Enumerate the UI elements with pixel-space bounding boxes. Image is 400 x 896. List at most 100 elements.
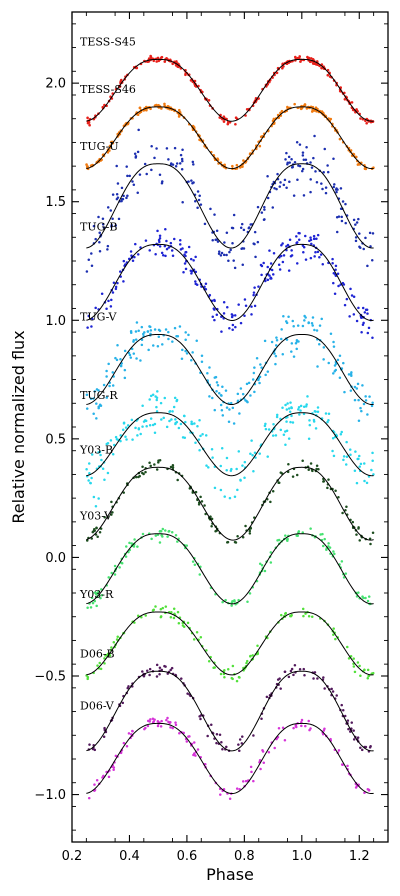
- data-point: [196, 190, 200, 193]
- data-point: [301, 607, 305, 611]
- data-point: [310, 242, 313, 246]
- data-point: [177, 108, 181, 112]
- data-point: [133, 255, 136, 259]
- data-point: [132, 545, 136, 548]
- data-point: [197, 438, 201, 441]
- data-point: [344, 572, 348, 575]
- data-point: [269, 500, 272, 504]
- data-point: [124, 555, 128, 558]
- data-point: [323, 537, 326, 541]
- data-point: [114, 287, 118, 291]
- data-point: [169, 465, 173, 469]
- data-point: [195, 339, 198, 343]
- data-point: [132, 183, 136, 186]
- data-point: [164, 228, 167, 231]
- data-point: [270, 340, 274, 344]
- data-point: [270, 277, 273, 280]
- data-point: [136, 150, 140, 154]
- data-point: [287, 315, 290, 318]
- data-point: [133, 152, 137, 156]
- data-point: [131, 259, 135, 262]
- data-point: [156, 229, 159, 233]
- data-point: [176, 478, 179, 482]
- data-point: [341, 200, 345, 203]
- data-point: [93, 748, 97, 752]
- data-point: [328, 546, 332, 549]
- data-point: [106, 206, 110, 209]
- data-point: [87, 479, 90, 482]
- data-point: [105, 369, 108, 373]
- data-point: [248, 532, 252, 535]
- data-point: [234, 325, 237, 329]
- data-point: [316, 233, 320, 237]
- data-point: [190, 359, 193, 362]
- data-point: [177, 622, 181, 625]
- data-point: [253, 242, 256, 246]
- data-point: [86, 677, 89, 681]
- data-point: [88, 471, 91, 475]
- data-point: [149, 718, 152, 721]
- data-point: [136, 545, 139, 548]
- data-point: [110, 500, 113, 504]
- data-point: [158, 541, 162, 544]
- data-point: [143, 162, 147, 166]
- data-point: [257, 377, 260, 380]
- data-point: [218, 733, 222, 736]
- data-point: [147, 60, 150, 63]
- data-point: [90, 453, 94, 456]
- data-point: [335, 694, 338, 697]
- data-point: [227, 420, 231, 424]
- data-point: [215, 389, 218, 393]
- data-point: [348, 448, 352, 451]
- data-point: [290, 414, 293, 418]
- data-point: [363, 311, 367, 314]
- data-point: [369, 542, 372, 546]
- data-point: [320, 317, 323, 321]
- data-point: [229, 401, 233, 405]
- data-point: [221, 600, 224, 604]
- data-point: [340, 215, 343, 219]
- series-y03-v: Y03-V: [79, 510, 374, 609]
- data-point: [237, 303, 240, 306]
- data-point: [218, 250, 221, 253]
- data-point: [168, 410, 171, 414]
- data-point: [107, 299, 110, 303]
- data-point: [143, 727, 146, 731]
- data-point: [120, 561, 123, 565]
- data-point: [243, 476, 246, 479]
- data-point: [319, 253, 323, 256]
- data-point: [85, 407, 89, 410]
- data-point: [340, 560, 344, 563]
- data-point: [158, 459, 162, 462]
- data-point: [279, 254, 283, 258]
- data-point: [122, 741, 126, 745]
- data-point: [211, 238, 214, 242]
- data-point: [307, 615, 311, 618]
- data-point: [89, 606, 93, 609]
- data-point: [165, 239, 168, 243]
- data-point: [174, 165, 178, 168]
- data-point: [88, 743, 91, 746]
- data-point: [310, 322, 314, 325]
- data-point: [297, 408, 300, 411]
- data-point: [354, 155, 358, 159]
- data-point: [220, 740, 223, 744]
- data-point: [186, 621, 190, 625]
- data-point: [266, 175, 269, 178]
- data-point: [233, 314, 237, 317]
- data-point: [292, 194, 296, 197]
- data-point: [289, 401, 292, 404]
- data-point: [95, 604, 98, 608]
- data-point: [225, 469, 228, 472]
- model-curve: [86, 722, 374, 795]
- data-point: [174, 533, 178, 537]
- data-point: [100, 292, 104, 296]
- data-point: [309, 256, 313, 260]
- data-point: [271, 206, 275, 209]
- data-point: [174, 422, 177, 426]
- series-label: Y03-V: [79, 510, 113, 523]
- data-point: [214, 529, 217, 533]
- data-point: [164, 665, 167, 668]
- data-point: [158, 672, 161, 676]
- data-point: [154, 605, 157, 608]
